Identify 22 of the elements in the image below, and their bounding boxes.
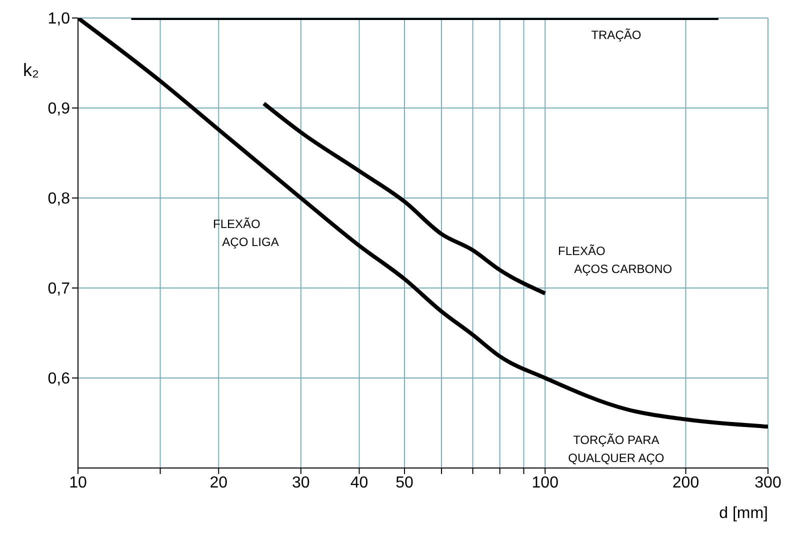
x-tick-label: 20 — [210, 474, 228, 492]
x-tick-label: 100 — [532, 474, 559, 492]
x-tick-label: 40 — [350, 474, 368, 492]
y-tick-label: 1,0 — [48, 10, 70, 28]
annotation: TRAÇÃO — [591, 28, 642, 42]
x-tick-label: 10 — [69, 474, 87, 492]
x-tick-label: 50 — [396, 474, 414, 492]
x-tick-label: 30 — [292, 474, 310, 492]
annotation: QUALQUER AÇO — [568, 451, 664, 466]
x-tick-label: 200 — [672, 474, 700, 492]
x-tick-label: 300 — [754, 474, 782, 492]
y-tick-label: 0,6 — [48, 370, 70, 388]
annotation: FLEXÃO — [558, 244, 606, 258]
y-tick-label: 0,8 — [48, 190, 70, 208]
annotation: AÇOS CARBONO — [574, 262, 672, 276]
y-tick-label: 0,9 — [48, 100, 70, 118]
y-tick-label: 0,7 — [48, 280, 70, 298]
annotation: AÇO LIGA — [222, 235, 279, 250]
annotation: FLEXÃO — [213, 217, 260, 232]
annotation: TORÇÃO PARA — [573, 433, 660, 448]
x-axis-title: d [mm] — [719, 505, 768, 522]
y-axis-title: k₂ — [23, 60, 39, 80]
